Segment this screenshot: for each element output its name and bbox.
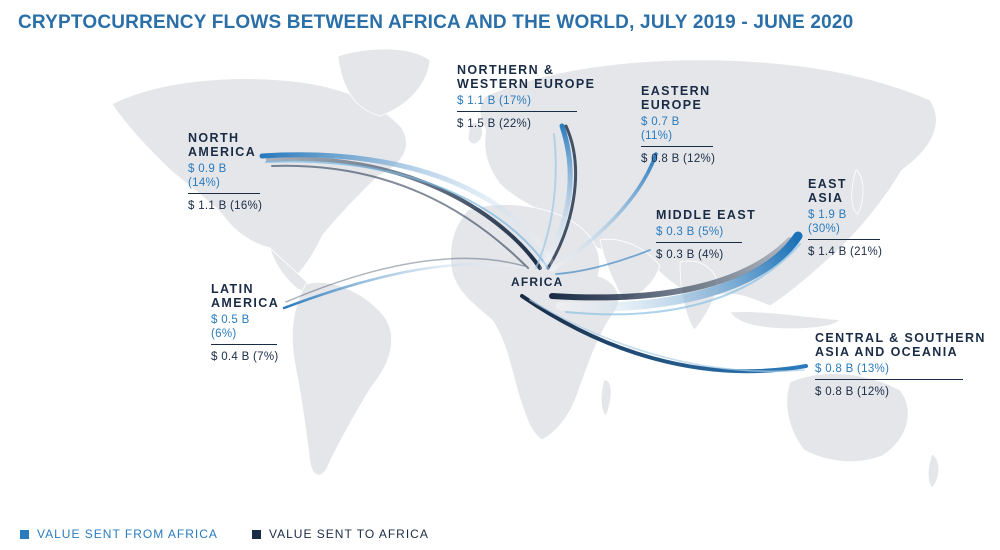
value-to-africa: $ 1.4 B (21%) xyxy=(808,246,883,258)
legend-swatch-to-africa xyxy=(252,529,261,539)
region-name-line1: MIDDLE EAST xyxy=(656,208,757,222)
region-east-asia: EAST ASIA $ 1.9 B (30%) $ 1.4 B (21%) xyxy=(808,177,882,259)
land-indonesia xyxy=(729,311,841,330)
region-eastern-europe: EASTERN EUROPE $ 0.7 B (11%) $ 0.8 B (12… xyxy=(641,84,715,166)
land-australia xyxy=(786,373,909,463)
land-madagascar xyxy=(600,379,612,417)
value-to-africa: $ 0.8 B (12%) xyxy=(641,153,716,165)
flows-to-africa xyxy=(266,124,793,303)
value-to-africa: $ 0.3 B (4%) xyxy=(656,249,724,261)
land-south-america xyxy=(291,282,392,476)
legend-swatch-from-africa xyxy=(20,529,29,539)
land-north-america xyxy=(111,78,407,277)
flow-from-africa-north-america xyxy=(259,152,558,271)
region-name-line1: CENTRAL & SOUTHERN xyxy=(815,331,986,345)
region-name-line1: LATIN xyxy=(211,282,254,296)
land-greenland xyxy=(337,48,431,117)
region-middle-east: MIDDLE EAST $ 0.3 B (5%) $ 0.3 B (4%) xyxy=(656,208,756,262)
region-name-line2: WESTERN EUROPE xyxy=(457,77,596,91)
flow-from-africa-middle-east xyxy=(555,249,651,275)
map-title: CRYPTOCURRENCY FLOWS BETWEEN AFRICA AND … xyxy=(18,12,854,33)
flow-from-africa-east-asia-b xyxy=(565,243,801,316)
value-from-africa: $ 0.3 B (5%) xyxy=(656,225,742,243)
flow-from-africa-oceania-b xyxy=(529,299,805,373)
flows-from-africa xyxy=(259,123,808,374)
value-from-africa: $ 1.9 B (30%) xyxy=(808,208,880,240)
region-central-southern-asia-oceania: CENTRAL & SOUTHERN ASIA AND OCEANIA $ 0.… xyxy=(815,331,986,399)
land-uk xyxy=(467,122,483,145)
legend-label-to-africa: VALUE SENT TO AFRICA xyxy=(269,527,429,541)
region-name-line1: EASTERN xyxy=(641,84,711,98)
region-name-line1: EAST xyxy=(808,177,847,191)
legend-item-from-africa: VALUE SENT FROM AFRICA xyxy=(20,527,218,541)
value-from-africa: $ 0.5 B (6%) xyxy=(211,313,277,345)
value-from-africa: $ 0.9 B (14%) xyxy=(188,162,260,194)
region-name-line2: EUROPE xyxy=(641,98,703,112)
flow-to-africa-north-america-b xyxy=(271,164,529,269)
region-name-line1: NORTH xyxy=(188,131,240,145)
flow-to-africa-east-asia xyxy=(549,237,793,301)
flow-from-africa-latin-america xyxy=(282,262,528,310)
land-new-zealand xyxy=(927,453,940,489)
value-to-africa: $ 1.1 B (16%) xyxy=(188,200,263,212)
flow-from-africa-north-america-b xyxy=(265,160,549,269)
region-latin-america: LATIN AMERICA $ 0.5 B (6%) $ 0.4 B (7%) xyxy=(211,282,279,364)
region-name-line2: ASIA xyxy=(808,191,844,205)
legend-label-from-africa: VALUE SENT FROM AFRICA xyxy=(37,527,218,541)
legend-item-to-africa: VALUE SENT TO AFRICA xyxy=(252,527,429,541)
region-name-line2: AMERICA xyxy=(188,145,257,159)
flow-from-africa-europe xyxy=(539,123,573,271)
value-from-africa: $ 0.7 B (11%) xyxy=(641,115,713,147)
value-to-africa: $ 0.8 B (12%) xyxy=(815,386,890,398)
land-japan xyxy=(851,169,864,215)
value-to-africa: $ 0.4 B (7%) xyxy=(211,351,279,363)
region-name-line1: NORTHERN & xyxy=(457,63,555,77)
africa-hub-label: AFRICA xyxy=(511,275,564,289)
land-arabia xyxy=(599,238,661,301)
flow-to-africa-europe xyxy=(546,124,578,270)
region-name-line2: AMERICA xyxy=(211,296,280,310)
region-name-line2: ASIA AND OCEANIA xyxy=(815,345,959,359)
region-northern-western-europe: NORTHERN & WESTERN EUROPE $ 1.1 B (17%) … xyxy=(457,63,595,131)
value-from-africa: $ 1.1 B (17%) xyxy=(457,94,577,112)
flow-from-africa-eastern-europe xyxy=(550,152,658,272)
flow-from-africa-europe-b xyxy=(535,133,557,269)
value-from-africa: $ 0.8 B (13%) xyxy=(815,362,963,380)
flow-to-africa-latin-america xyxy=(285,257,525,303)
region-north-america: NORTH AMERICA $ 0.9 B (14%) $ 1.1 B (16%… xyxy=(188,131,262,213)
flow-to-africa-north-america xyxy=(266,156,542,270)
flow-from-africa-east-asia xyxy=(555,231,803,312)
value-to-africa: $ 1.5 B (22%) xyxy=(457,118,532,130)
